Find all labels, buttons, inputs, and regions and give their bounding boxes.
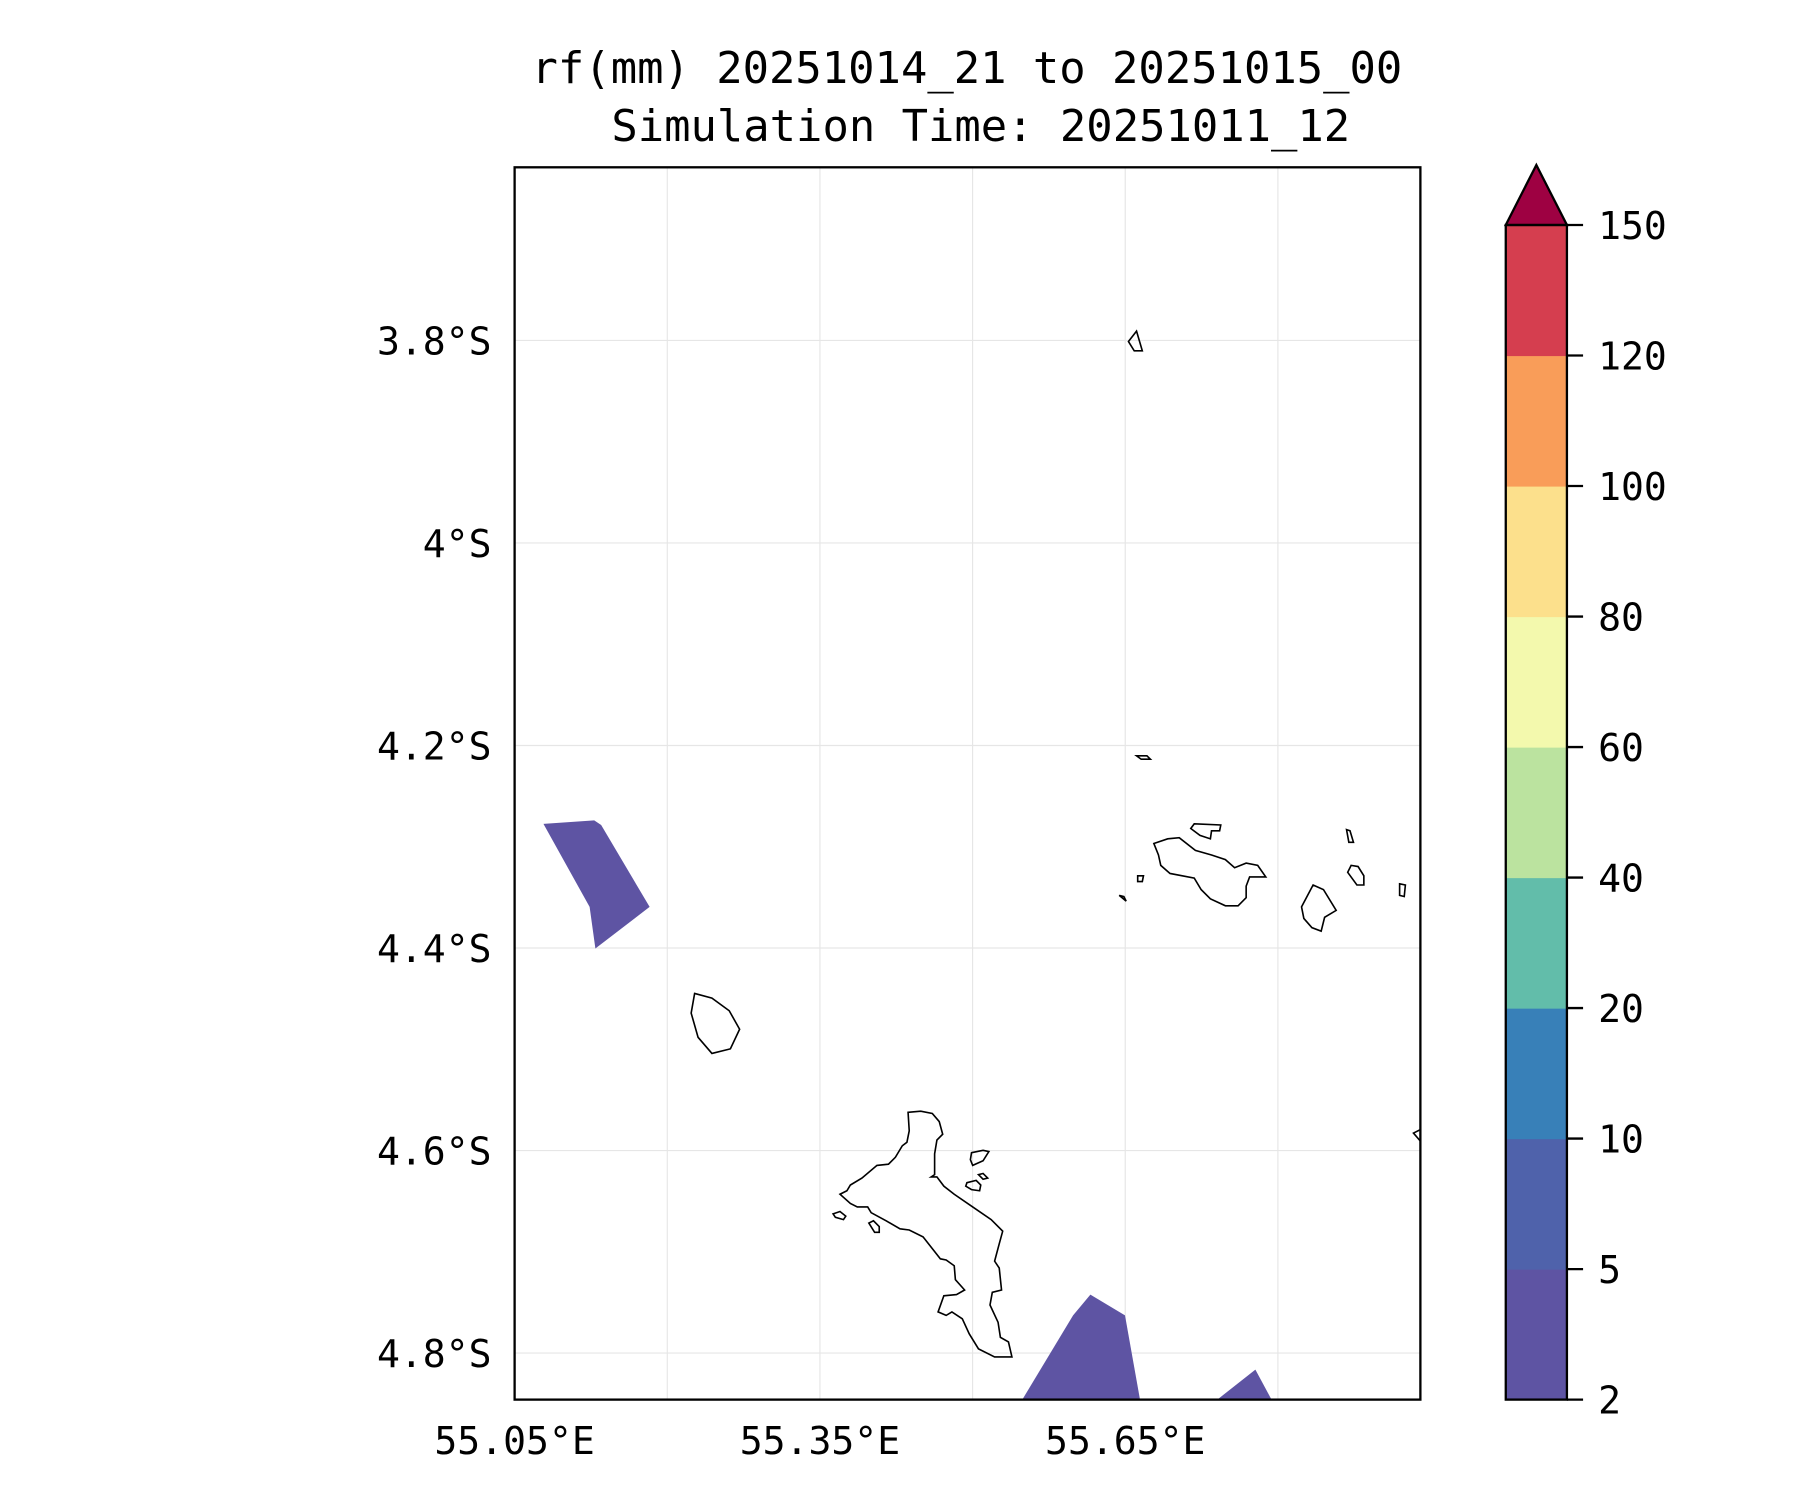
chart-title: rf(mm) 20251014_21 to 20251015_00	[532, 43, 1403, 94]
coastlines	[690, 329, 1421, 1358]
y-tick-label: 4.4°S	[377, 927, 492, 971]
y-axis: 3.8°S 4°S 4.2°S 4.4°S 4.6°S 4.8°S	[377, 319, 492, 1376]
island-silhouette	[690, 992, 741, 1055]
colorbar-segment	[1505, 1269, 1567, 1401]
island-small	[969, 1149, 991, 1167]
colorbar-tick-label: 20	[1598, 987, 1644, 1031]
colorbar-segment	[1505, 877, 1567, 1009]
colorbar-extend-arrow	[1503, 162, 1569, 227]
island-small	[831, 1210, 847, 1221]
colorbar-tick-label: 120	[1598, 334, 1667, 378]
colorbar-tick-label: 40	[1598, 856, 1644, 900]
island-small	[976, 1172, 990, 1181]
colorbar-segment	[1505, 1138, 1567, 1270]
y-tick-label: 4.2°S	[377, 724, 492, 768]
y-tick-label: 3.8°S	[377, 319, 492, 363]
colorbar-segment	[1505, 486, 1567, 618]
island-mahe	[838, 1110, 1013, 1358]
colorbar-segment	[1505, 747, 1567, 879]
colorbar-tick-label: 10	[1598, 1117, 1644, 1161]
colorbar-tick-label: 5	[1598, 1248, 1621, 1292]
chart-subtitle: Simulation Time: 20251011_12	[611, 101, 1350, 152]
colorbar-tick-label: 150	[1598, 204, 1667, 248]
colorbar: 2 5 10 20 40 60 80 100 120 150	[1503, 162, 1667, 1422]
rain-area-southeast	[1217, 1369, 1272, 1400]
rain-area-northwest	[543, 820, 650, 949]
plot-frame	[513, 166, 1422, 1401]
y-tick-label: 4°S	[423, 522, 492, 566]
island-small	[867, 1219, 881, 1234]
colorbar-tick-label: 2	[1598, 1378, 1621, 1422]
colorbar-tick-label: 100	[1598, 465, 1667, 509]
colorbar-segment	[1505, 1008, 1567, 1140]
island-small	[1345, 828, 1355, 844]
colorbar-segment	[1505, 616, 1567, 748]
colorbar-segment	[1505, 225, 1567, 357]
x-axis: 55.05°E 55.35°E 55.65°E	[434, 1419, 1205, 1463]
island-small	[1118, 894, 1127, 902]
colorbar-segment	[1505, 355, 1567, 487]
y-tick-label: 4.6°S	[377, 1129, 492, 1173]
rain-areas	[543, 820, 1272, 1400]
island-small	[1346, 864, 1365, 886]
x-tick-label: 55.65°E	[1045, 1419, 1205, 1463]
island-la-digue	[1300, 883, 1338, 933]
colorbar-tick-label: 60	[1598, 726, 1644, 770]
island-edge	[1412, 1128, 1421, 1142]
island-small	[964, 1179, 982, 1192]
colorbar-tick-label: 80	[1598, 595, 1644, 639]
island-bird	[1127, 329, 1144, 352]
gridlines	[514, 167, 1421, 1400]
island-praslin	[1152, 836, 1268, 907]
y-tick-label: 4.8°S	[377, 1332, 492, 1376]
island-small	[1134, 754, 1153, 761]
rain-area-south	[1022, 1294, 1140, 1400]
island-small	[1136, 874, 1145, 883]
colorbar-frame	[1504, 223, 1569, 1401]
island-curieuse	[1189, 823, 1222, 840]
x-tick-label: 55.05°E	[434, 1419, 594, 1463]
island-small	[1398, 882, 1407, 898]
x-tick-label: 55.35°E	[740, 1419, 900, 1463]
